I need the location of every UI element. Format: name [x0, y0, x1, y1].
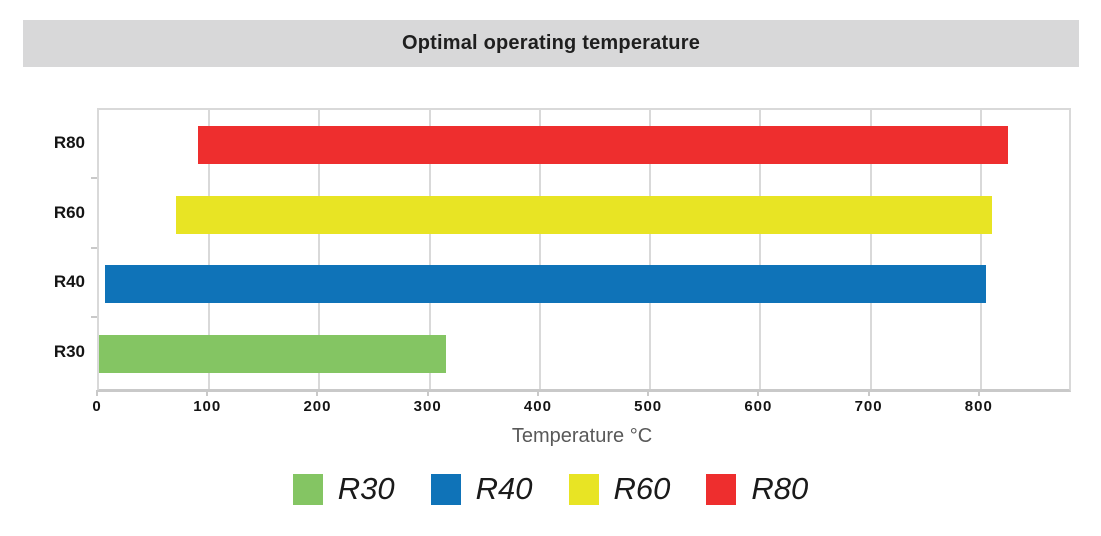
y-label-R40: R40: [53, 272, 85, 292]
gridline-400: [538, 110, 541, 389]
x-tick-100: [206, 390, 209, 396]
chart-legend: R30 R40 R60 R80: [0, 468, 1101, 510]
legend-swatch-R60: [568, 473, 599, 505]
x-tick-label-600: 600: [744, 398, 773, 415]
x-tick-label-0: 0: [92, 398, 102, 415]
bar-R80: [198, 125, 1009, 164]
legend-label-R30: R30: [337, 470, 395, 506]
y-tick: [91, 316, 97, 319]
legend-item-R60: R60: [568, 470, 671, 506]
legend-label-R80: R80: [751, 470, 809, 506]
y-label-R60: R60: [53, 202, 85, 222]
x-tick-label-800: 800: [964, 398, 993, 415]
x-tick-800: [977, 390, 980, 396]
bar-R30: [99, 335, 447, 374]
y-tick: [91, 176, 97, 179]
x-tick-0: [96, 390, 98, 396]
legend-item-R30: R30: [292, 470, 395, 506]
x-tick-200: [316, 390, 319, 396]
x-tick-label-100: 100: [193, 398, 222, 415]
x-tick-300: [426, 390, 429, 396]
y-label-R30: R30: [53, 342, 85, 362]
legend-item-R80: R80: [706, 473, 808, 506]
bar-row-R60: [99, 180, 1069, 250]
x-tick-label-500: 500: [634, 398, 663, 415]
bar-row-R30: [99, 319, 1069, 389]
y-tick: [91, 246, 97, 249]
gridline-700: [869, 110, 872, 389]
x-tick-700: [867, 390, 870, 396]
legend-item-R40: R40: [430, 470, 533, 506]
bar-R40: [104, 265, 987, 304]
bar-row-R40: [99, 250, 1069, 320]
gridline-600: [759, 110, 762, 389]
legend-label-R60: R60: [613, 470, 671, 506]
chart-title: Optimal operating temperature: [401, 32, 701, 54]
x-tick-label-300: 300: [413, 398, 442, 415]
x-tick-label-200: 200: [303, 398, 332, 415]
legend-label-R40: R40: [475, 470, 533, 506]
x-tick-label-700: 700: [854, 398, 883, 415]
gridline-800: [979, 110, 982, 389]
bar-row-R80: [99, 110, 1069, 180]
gridline-200: [318, 110, 321, 389]
x-tick-label-400: 400: [523, 398, 552, 415]
x-tick-400: [536, 390, 539, 396]
x-tick-500: [647, 390, 650, 396]
bar-R60: [176, 195, 992, 234]
legend-swatch-R80: [706, 473, 737, 505]
y-label-R80: R80: [53, 132, 85, 152]
legend-swatch-R40: [430, 473, 461, 505]
gridline-500: [649, 110, 652, 389]
legend-swatch-R30: [292, 473, 323, 505]
plot-area: [97, 108, 1071, 392]
gridline-300: [428, 110, 431, 389]
chart-title-band: Optimal operating temperature: [23, 20, 1079, 67]
gridline-100: [208, 110, 211, 389]
x-axis-title: Temperature °C: [511, 425, 653, 447]
x-tick-600: [757, 390, 760, 396]
